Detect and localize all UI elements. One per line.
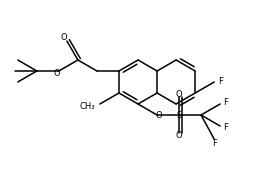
Text: F: F xyxy=(223,98,228,107)
Text: S: S xyxy=(176,111,182,120)
Text: O: O xyxy=(61,33,67,42)
Text: CH₃: CH₃ xyxy=(79,102,95,111)
Text: O: O xyxy=(54,69,60,78)
Text: O: O xyxy=(176,90,182,99)
Text: O: O xyxy=(156,111,162,120)
Text: F: F xyxy=(223,123,228,132)
Text: O: O xyxy=(176,131,182,140)
Text: F: F xyxy=(212,139,217,148)
Text: F: F xyxy=(218,76,223,86)
